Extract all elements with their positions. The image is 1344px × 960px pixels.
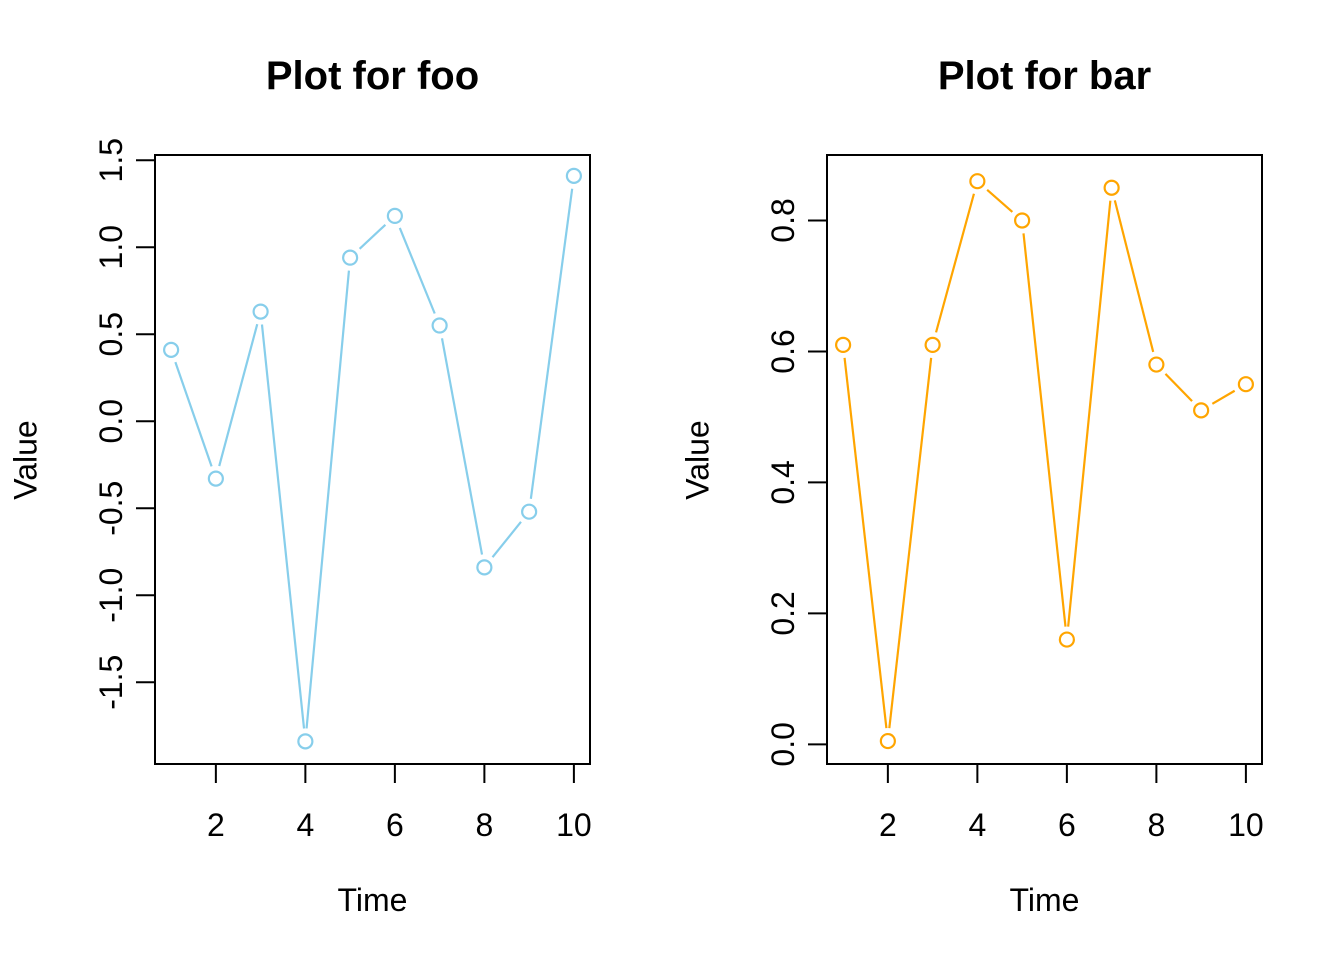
y-tick-label: -1.0	[93, 568, 129, 623]
series-segment	[305, 270, 351, 729]
y-tick-label: 0.8	[765, 198, 801, 242]
x-tick-label: 8	[475, 807, 493, 843]
data-point-marker	[924, 336, 941, 354]
x-axis-label-foo: Time	[337, 882, 408, 918]
series-segment	[1022, 233, 1067, 627]
x-tick-label: 4	[296, 807, 314, 843]
data-point-marker	[969, 173, 986, 190]
y-tick-label: -1.5	[93, 655, 129, 710]
data-point-marker	[163, 341, 180, 358]
data-point-marker	[565, 167, 582, 184]
plot-title-foo: Plot for foo	[265, 54, 480, 98]
y-tick-label: 0.0	[93, 399, 129, 443]
bar-line-chart: 2 4 6 8 10 0.0 0.2 0.4 0.6 0.8	[765, 154, 1264, 843]
data-point-marker	[431, 317, 448, 334]
y-tick-label: 0.5	[93, 312, 129, 356]
series-segment	[440, 338, 484, 555]
y-tick-label: 0.0	[765, 722, 801, 766]
x-tick-label: 8	[1147, 807, 1165, 843]
data-point-marker	[879, 732, 896, 750]
series-segment	[1211, 389, 1236, 405]
y-tick-label: 1.5	[93, 138, 129, 182]
plot-title-bar: Plot for bar	[937, 54, 1152, 98]
data-point-marker	[476, 559, 493, 576]
series-segment	[398, 227, 436, 314]
data-point-marker	[252, 303, 269, 320]
data-point-marker	[297, 733, 314, 750]
data-point-marker	[1103, 179, 1120, 196]
x-tick-label: 10	[556, 807, 592, 843]
x-tick-label: 6	[1058, 807, 1076, 843]
series-segment	[1164, 373, 1193, 402]
x-tick-label: 2	[207, 807, 225, 843]
series-segment	[174, 361, 213, 467]
data-point-marker	[342, 249, 359, 266]
series-segment	[260, 324, 306, 729]
data-point-marker	[207, 470, 224, 487]
series-segment	[986, 188, 1014, 213]
x-tick-label: 2	[879, 807, 897, 843]
y-tick-label: 0.2	[765, 591, 801, 635]
panel-bar: Plot for bar Value 2 4 6 8 10 0.0 0.2 0.4 0.6 0.8…	[672, 0, 1344, 960]
data-point-marker	[1014, 212, 1031, 229]
plot-box	[826, 154, 1263, 765]
data-point-marker	[1193, 402, 1210, 419]
panel-foo: Plot for foo Value 2 4 6 8 10 -1.5 -1.0 -0.5 0.0…	[8, 54, 592, 918]
data-point-marker	[835, 336, 852, 354]
x-tick-label: 10	[1228, 807, 1264, 843]
data-point-marker	[1237, 376, 1254, 393]
x-axis-label-bar: Time	[1009, 882, 1080, 918]
y-tick-label: 1.0	[93, 225, 129, 269]
x-tick-label: 4	[968, 807, 986, 843]
data-point-marker	[1148, 356, 1165, 373]
data-point-marker	[1058, 631, 1075, 648]
y-tick-label: -0.5	[93, 481, 129, 536]
series-segment	[1067, 200, 1112, 627]
data-point-marker	[386, 207, 403, 224]
series-segment	[529, 188, 574, 499]
data-point-marker	[521, 503, 538, 520]
series-segment	[934, 193, 976, 333]
x-tick-label: 6	[386, 807, 404, 843]
y-tick-label: 0.6	[765, 329, 801, 373]
series-segment	[843, 357, 888, 729]
series-segment	[888, 357, 933, 729]
series-segment	[491, 521, 522, 558]
series-segment	[358, 223, 387, 250]
foo-line-chart: 2 4 6 8 10 -1.5 -1.0 -0.5 0.0 0.5 1.0 1.5	[93, 138, 592, 843]
y-tick-label: 0.4	[765, 460, 801, 504]
series-segment	[1113, 200, 1155, 353]
series-segment	[218, 323, 259, 467]
plot-box	[154, 154, 591, 765]
